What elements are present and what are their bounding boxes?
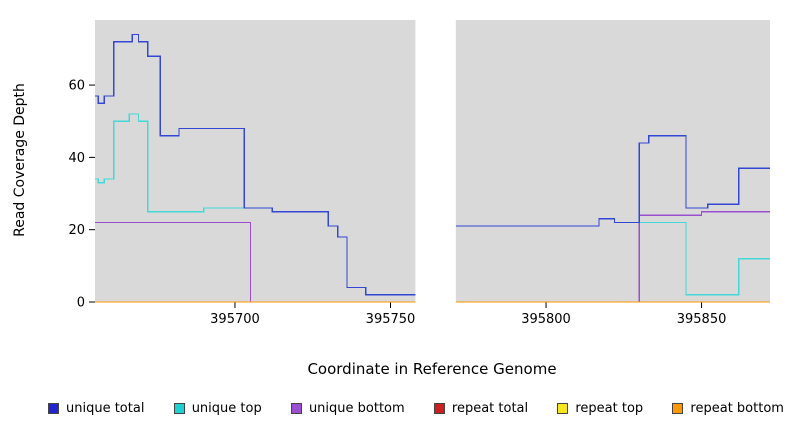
legend-label-unique-total: unique total bbox=[66, 401, 145, 416]
legend-item-repeat-bottom: repeat bottom bbox=[672, 401, 784, 416]
svg-text:395750: 395750 bbox=[366, 312, 416, 327]
svg-text:395700: 395700 bbox=[210, 312, 260, 327]
svg-text:395850: 395850 bbox=[677, 312, 727, 327]
legend-swatch-repeat-total bbox=[433, 403, 445, 414]
svg-text:395800: 395800 bbox=[521, 312, 571, 327]
legend-label-repeat-bottom: repeat bottom bbox=[690, 401, 784, 416]
svg-text:60: 60 bbox=[68, 79, 85, 94]
svg-text:0: 0 bbox=[77, 296, 85, 311]
legend-swatch-repeat-bottom bbox=[672, 403, 684, 414]
legend-item-repeat-total: repeat total bbox=[433, 401, 529, 416]
y-axis-label: Read Coverage Depth bbox=[12, 83, 28, 237]
legend: unique total unique top unique bottom re… bbox=[48, 401, 784, 416]
legend-swatch-unique-top bbox=[173, 403, 185, 414]
legend-label-unique-top: unique top bbox=[191, 401, 262, 416]
legend-swatch-unique-bottom bbox=[290, 403, 302, 414]
x-axis-label: Coordinate in Reference Genome bbox=[307, 360, 557, 378]
legend-label-repeat-total: repeat total bbox=[451, 401, 529, 416]
legend-item-unique-total: unique total bbox=[48, 401, 144, 416]
legend-swatch-repeat-top bbox=[557, 403, 569, 414]
legend-item-unique-top: unique top bbox=[173, 401, 262, 416]
legend-item-repeat-top: repeat top bbox=[557, 401, 643, 416]
legend-label-unique-bottom: unique bottom bbox=[308, 401, 405, 416]
svg-text:20: 20 bbox=[68, 223, 85, 238]
legend-item-unique-bottom: unique bottom bbox=[290, 401, 405, 416]
legend-label-repeat-top: repeat top bbox=[575, 401, 644, 416]
svg-text:40: 40 bbox=[68, 151, 85, 166]
legend-swatch-unique-total bbox=[48, 403, 59, 414]
